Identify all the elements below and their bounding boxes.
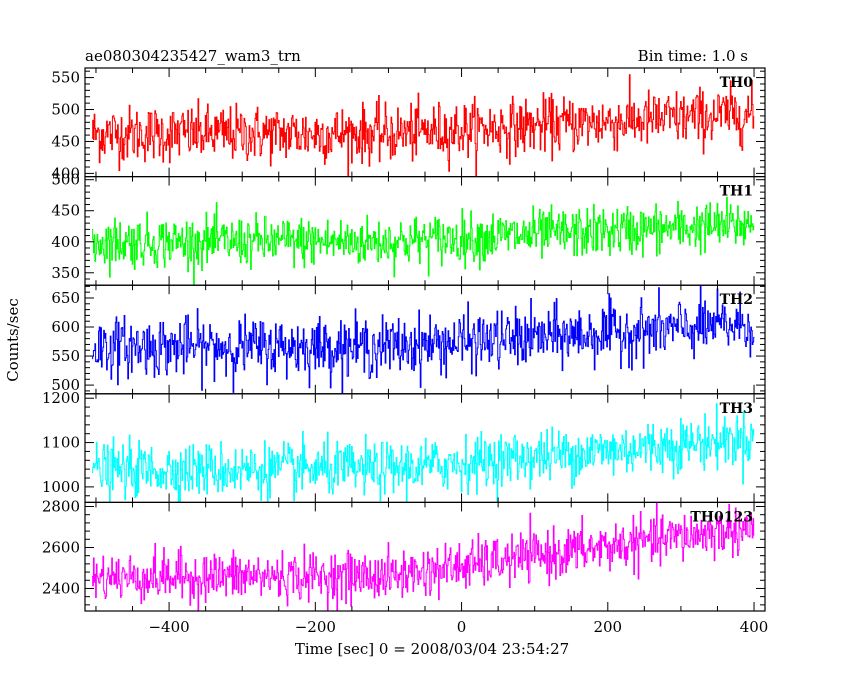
series-line-th0 <box>91 74 755 177</box>
y-tick-label: 400 <box>51 164 80 182</box>
y-tick-label: 500 <box>51 101 80 119</box>
panel-label: TH1 <box>720 184 753 200</box>
panel-label: TH0123 <box>690 509 753 525</box>
x-tick-label: 400 <box>740 618 769 636</box>
y-tick-label: 600 <box>51 318 80 336</box>
x-tick-label: −400 <box>148 618 189 636</box>
y-tick-label: 450 <box>51 132 80 150</box>
y-tick-label: 500 <box>51 376 80 394</box>
panels-group: 400 450 500 550 TH0 350 400 450 500 TH1 500 550 600 6… <box>42 67 769 636</box>
panel-th0: 400 450 500 550 TH0 <box>51 67 766 182</box>
panel-label: TH3 <box>720 401 753 417</box>
y-tick-label: 550 <box>51 69 80 87</box>
y-tick-label: 400 <box>51 233 80 251</box>
x-tick-label: 200 <box>593 618 622 636</box>
y-tick-label: 1200 <box>42 389 80 407</box>
bin-time-label: Bin time: 1.0 s <box>638 47 748 65</box>
series-line-th3 <box>91 403 755 503</box>
x-tick-label: 0 <box>457 618 467 636</box>
x-tick-label: −200 <box>295 618 336 636</box>
series-line-th0123 <box>91 502 755 611</box>
y-axis-title: Counts/sec <box>4 298 22 382</box>
y-tick-label: 500 <box>51 171 80 189</box>
y-tick-label: 2400 <box>42 579 80 597</box>
y-tick-label: 1000 <box>42 478 80 496</box>
object-name-title: ae080304235427_wam3_trn <box>85 47 301 65</box>
panel-th2: 500 550 600 650 TH2 <box>51 284 766 395</box>
series-line-th2 <box>91 285 755 394</box>
panel-th3: 1000 1100 1200 TH3 <box>42 389 766 503</box>
panel-label: TH0 <box>720 75 754 91</box>
y-tick-label: 2600 <box>42 538 80 556</box>
y-tick-label: 550 <box>51 347 80 365</box>
panel-th1: 350 400 450 500 TH1 <box>51 171 766 286</box>
x-axis-title: Time [sec] 0 = 2008/03/04 23:54:27 <box>295 640 569 658</box>
y-tick-label: 350 <box>51 264 80 282</box>
y-tick-label: 450 <box>51 202 80 220</box>
series-line-th1 <box>91 196 755 286</box>
y-tick-label: 1100 <box>42 434 80 452</box>
y-tick-label: 2800 <box>42 497 80 515</box>
panel-th0123: 2400 2600 2800 TH0123 <box>42 497 766 612</box>
panel-label: TH2 <box>720 292 753 308</box>
y-tick-label: 650 <box>51 289 80 307</box>
